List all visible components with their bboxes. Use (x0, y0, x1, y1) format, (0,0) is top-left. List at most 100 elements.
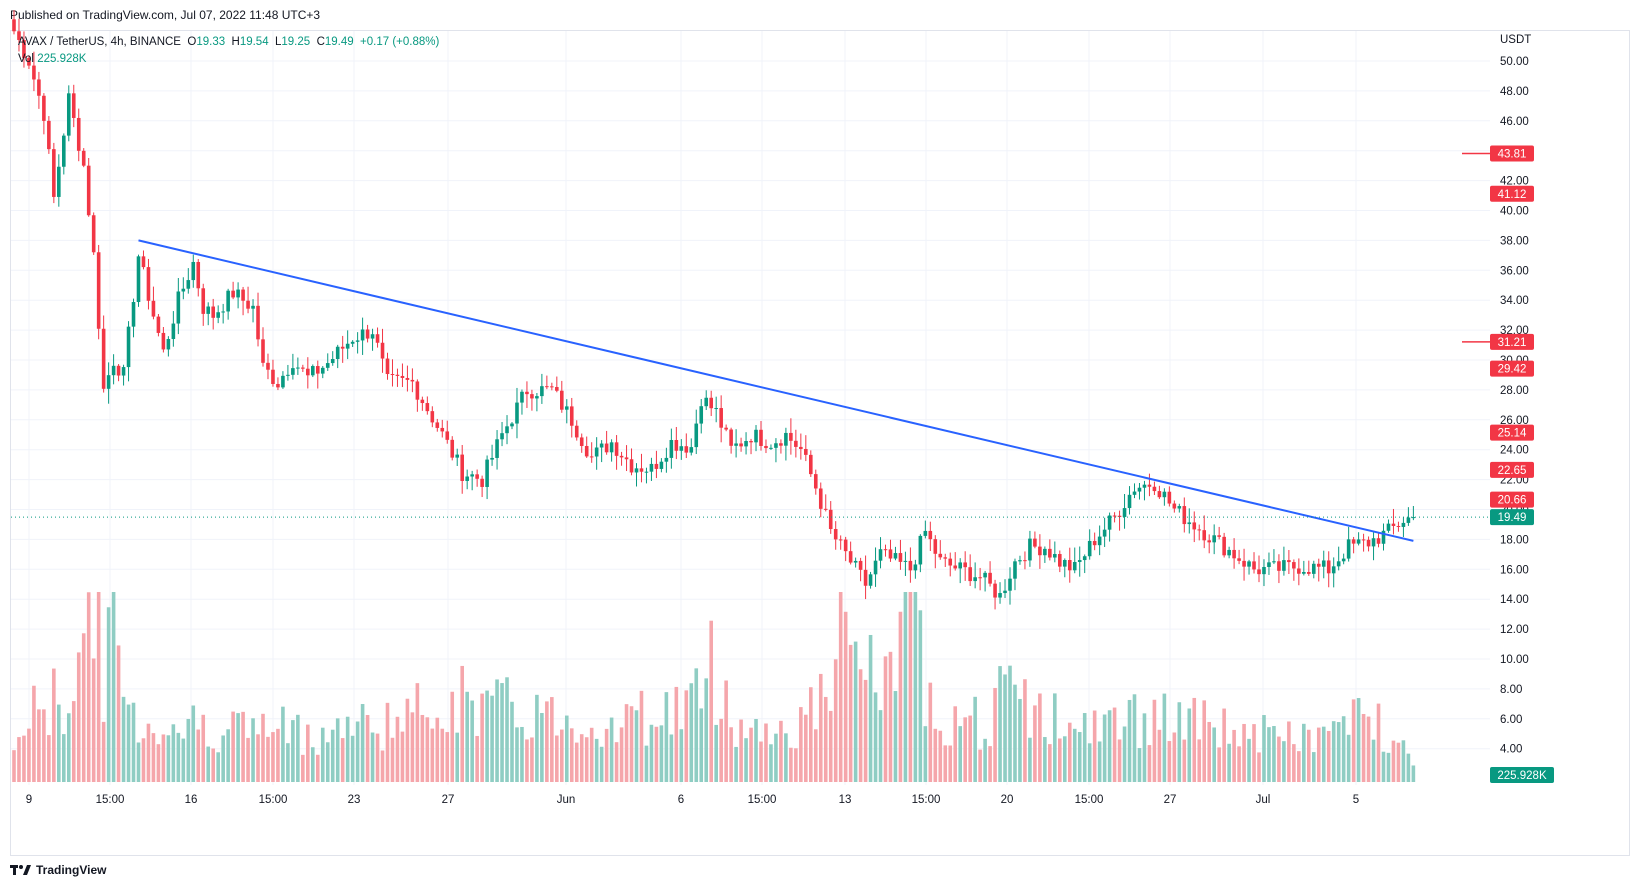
volume-bar (191, 705, 196, 782)
price-marker-box (1490, 333, 1534, 350)
volume-bar (973, 696, 977, 782)
candle-body (734, 443, 738, 446)
candle-body (1307, 572, 1311, 574)
volume-bar (76, 652, 81, 782)
legend-high: 19.54 (239, 36, 269, 48)
volume-bar (1023, 679, 1027, 782)
candle-body (1003, 590, 1007, 594)
candle-body (789, 432, 793, 441)
candle-body (440, 427, 445, 432)
volume-bar (1361, 713, 1366, 782)
volume-bar (12, 750, 16, 782)
volume-bar (340, 738, 345, 782)
price-tick-label: 48.00 (1500, 86, 1529, 98)
volume-bar (1247, 738, 1251, 782)
volume-bar (1381, 751, 1386, 782)
candle-body (301, 367, 305, 369)
candle-body (714, 408, 718, 410)
candle-body (390, 374, 395, 376)
legend-symbol[interactable]: AVAX / TetherUS, 4h, BINANCE (18, 36, 181, 48)
volume-bar (749, 727, 753, 782)
volume-bar (654, 726, 659, 782)
candle-body (325, 363, 330, 368)
trendline-layer (138, 239, 1414, 542)
volume-bar (908, 592, 913, 782)
price-marker-label: 29.42 (1498, 364, 1527, 376)
time-tick-label: 15:00 (259, 794, 288, 806)
candle-body (833, 529, 838, 540)
volume-bar (853, 641, 858, 782)
candle-body (913, 564, 918, 571)
candle-body (12, 19, 16, 32)
candle-body (505, 426, 509, 434)
volume-bar (1172, 732, 1177, 782)
volume-bar (779, 720, 783, 782)
volume-bar (1351, 699, 1356, 782)
candle-body (555, 387, 559, 391)
price-marker-box (1490, 424, 1534, 441)
volume-bar (206, 746, 211, 782)
candle-body (62, 135, 66, 167)
volume-bar (27, 728, 31, 782)
candle-body (315, 366, 320, 374)
time-tick-label: 13 (839, 794, 852, 806)
volume-bar (350, 735, 355, 782)
volume-bar (888, 651, 893, 782)
volume-bar (370, 732, 375, 782)
volume-bar (91, 658, 96, 782)
candle-body (1331, 566, 1336, 574)
footer-branding[interactable]: TradingView (10, 860, 106, 880)
volume-bar (1401, 740, 1406, 782)
volume-bar (873, 692, 878, 782)
volume-bar (813, 729, 818, 782)
volume-bar (146, 723, 151, 782)
candle-body (1127, 494, 1132, 509)
candle-body (1227, 549, 1231, 556)
candle-body (81, 150, 86, 166)
candle-body (156, 316, 161, 333)
legend-open-label: O (187, 36, 197, 48)
price-tick-label: 10.00 (1500, 654, 1529, 666)
candle-body (166, 339, 171, 350)
candle-body (1207, 540, 1211, 543)
volume-bar (953, 706, 958, 782)
candle-body (893, 553, 898, 559)
candle-body (684, 446, 689, 453)
volume-bar (1302, 723, 1306, 782)
candle-body (809, 454, 813, 475)
volume-bar (345, 716, 350, 782)
candle-body (634, 468, 639, 473)
volume-bar (1272, 726, 1276, 782)
volume-bar (166, 735, 171, 782)
candle-body (1361, 539, 1366, 541)
candle-body (42, 95, 46, 121)
candle-body (968, 567, 972, 582)
price-tick-label: 16.00 (1500, 564, 1529, 576)
candle-body (744, 441, 748, 447)
candle-body (943, 557, 948, 559)
price-tick-label: 38.00 (1500, 235, 1529, 247)
volume-bar (1008, 665, 1012, 782)
candle-body (1401, 522, 1406, 527)
volume-bar (101, 721, 106, 782)
volume-bar (1192, 697, 1197, 782)
volume-bar (898, 611, 903, 782)
chart-frame[interactable] (10, 30, 1630, 856)
legend-vol-label[interactable]: Vol (18, 53, 34, 65)
volume-bar (520, 726, 524, 782)
volume-bar (599, 746, 604, 782)
candle-body (659, 461, 664, 469)
last-volume-box (1490, 767, 1554, 783)
candle-body (933, 539, 938, 554)
legend-close-label: C (316, 36, 325, 48)
volume-bar (116, 645, 121, 782)
tradingview-brand: TradingView (36, 863, 107, 877)
volume-bar (251, 718, 255, 782)
volume-bar (480, 693, 484, 782)
volume-bar (325, 742, 330, 782)
candle-body (1097, 536, 1102, 546)
volume-bar (435, 717, 440, 782)
candle-body (1217, 535, 1221, 537)
published-note: Published on TradingView.com, Jul 07, 20… (10, 8, 321, 22)
